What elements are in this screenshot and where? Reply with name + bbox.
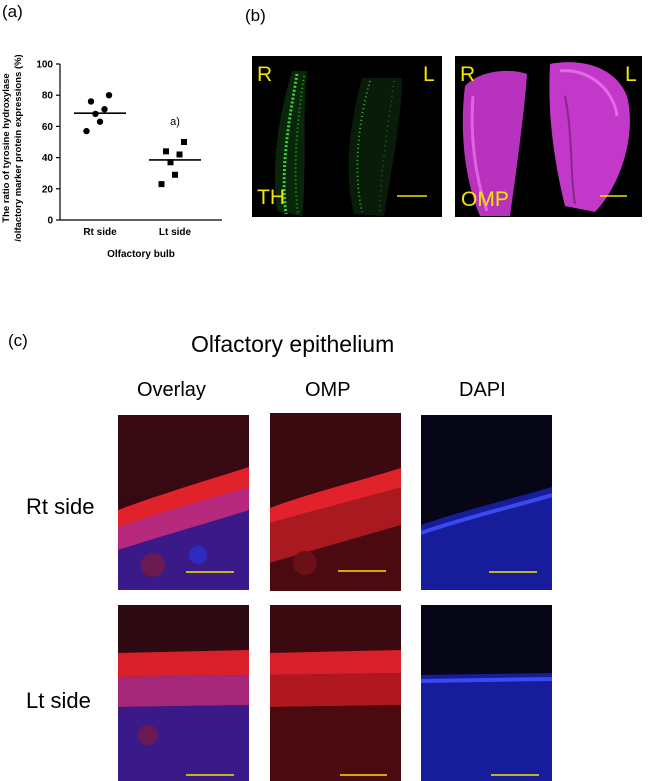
row-label-lt: Lt side (26, 688, 91, 713)
y-tick-label: 20 (42, 184, 54, 195)
significance-annotation: a) (170, 116, 180, 128)
y-tick-label: 80 (42, 91, 54, 102)
th-left-label: R (257, 63, 273, 86)
th-stain-label: TH (257, 186, 285, 209)
panel-label-b: (b) (245, 6, 266, 25)
lt-dapi-image (421, 605, 552, 781)
panel-c-title: Olfactory epithelium (191, 331, 395, 357)
lt-overlay-image (118, 605, 249, 781)
data-point (172, 171, 178, 178)
data-point (167, 159, 174, 166)
omp-left-label: R (460, 63, 476, 86)
data-point (176, 151, 183, 158)
y-tick-label: 100 (36, 60, 53, 71)
y-axis-label-line2: /olfactory marker protein expressions (%… (13, 54, 24, 241)
data-point (181, 139, 187, 145)
data-point (158, 181, 165, 188)
column-header-dapi: DAPI (459, 379, 506, 401)
panel-label-c: (c) (8, 331, 28, 350)
rt-overlay-image (118, 415, 249, 590)
omp-stain-label: OMP (461, 188, 509, 211)
data-point (83, 127, 90, 135)
scatter-chart: The ratio of tyrosine hydroxylase /olfac… (1, 54, 222, 260)
th-micrograph: R L TH (252, 56, 442, 217)
x-axis-label: Olfactory bulb (107, 249, 175, 260)
column-header-overlay: Overlay (137, 379, 206, 401)
data-point (96, 118, 104, 125)
data-point (87, 98, 95, 105)
y-axis-label-line1: The ratio of tyrosine hydroxylase (1, 73, 12, 222)
lt-omp-image (270, 605, 401, 781)
data-points (74, 92, 201, 188)
omp-micrograph: R L OMP (455, 56, 642, 217)
y-ticks: 0 20 40 60 80 100 (36, 60, 60, 227)
x-tick-label-rt: Rt side (83, 227, 117, 238)
y-tick-label: 0 (47, 216, 53, 227)
x-tick-label-lt: Lt side (159, 227, 192, 238)
omp-tissue-image (462, 62, 630, 216)
th-right-label: L (423, 63, 435, 86)
panel-label-a: (a) (2, 2, 23, 21)
column-header-omp: OMP (305, 379, 351, 401)
omp-right-label: L (625, 63, 637, 86)
rt-dapi-image (421, 415, 552, 590)
y-tick-label: 40 (42, 153, 54, 164)
y-tick-label: 60 (42, 122, 54, 133)
th-tissue-image (274, 71, 427, 216)
rt-omp-image (270, 413, 401, 591)
data-point (163, 148, 169, 155)
data-point (101, 106, 108, 113)
data-point (105, 92, 113, 99)
row-label-rt: Rt side (26, 494, 95, 519)
